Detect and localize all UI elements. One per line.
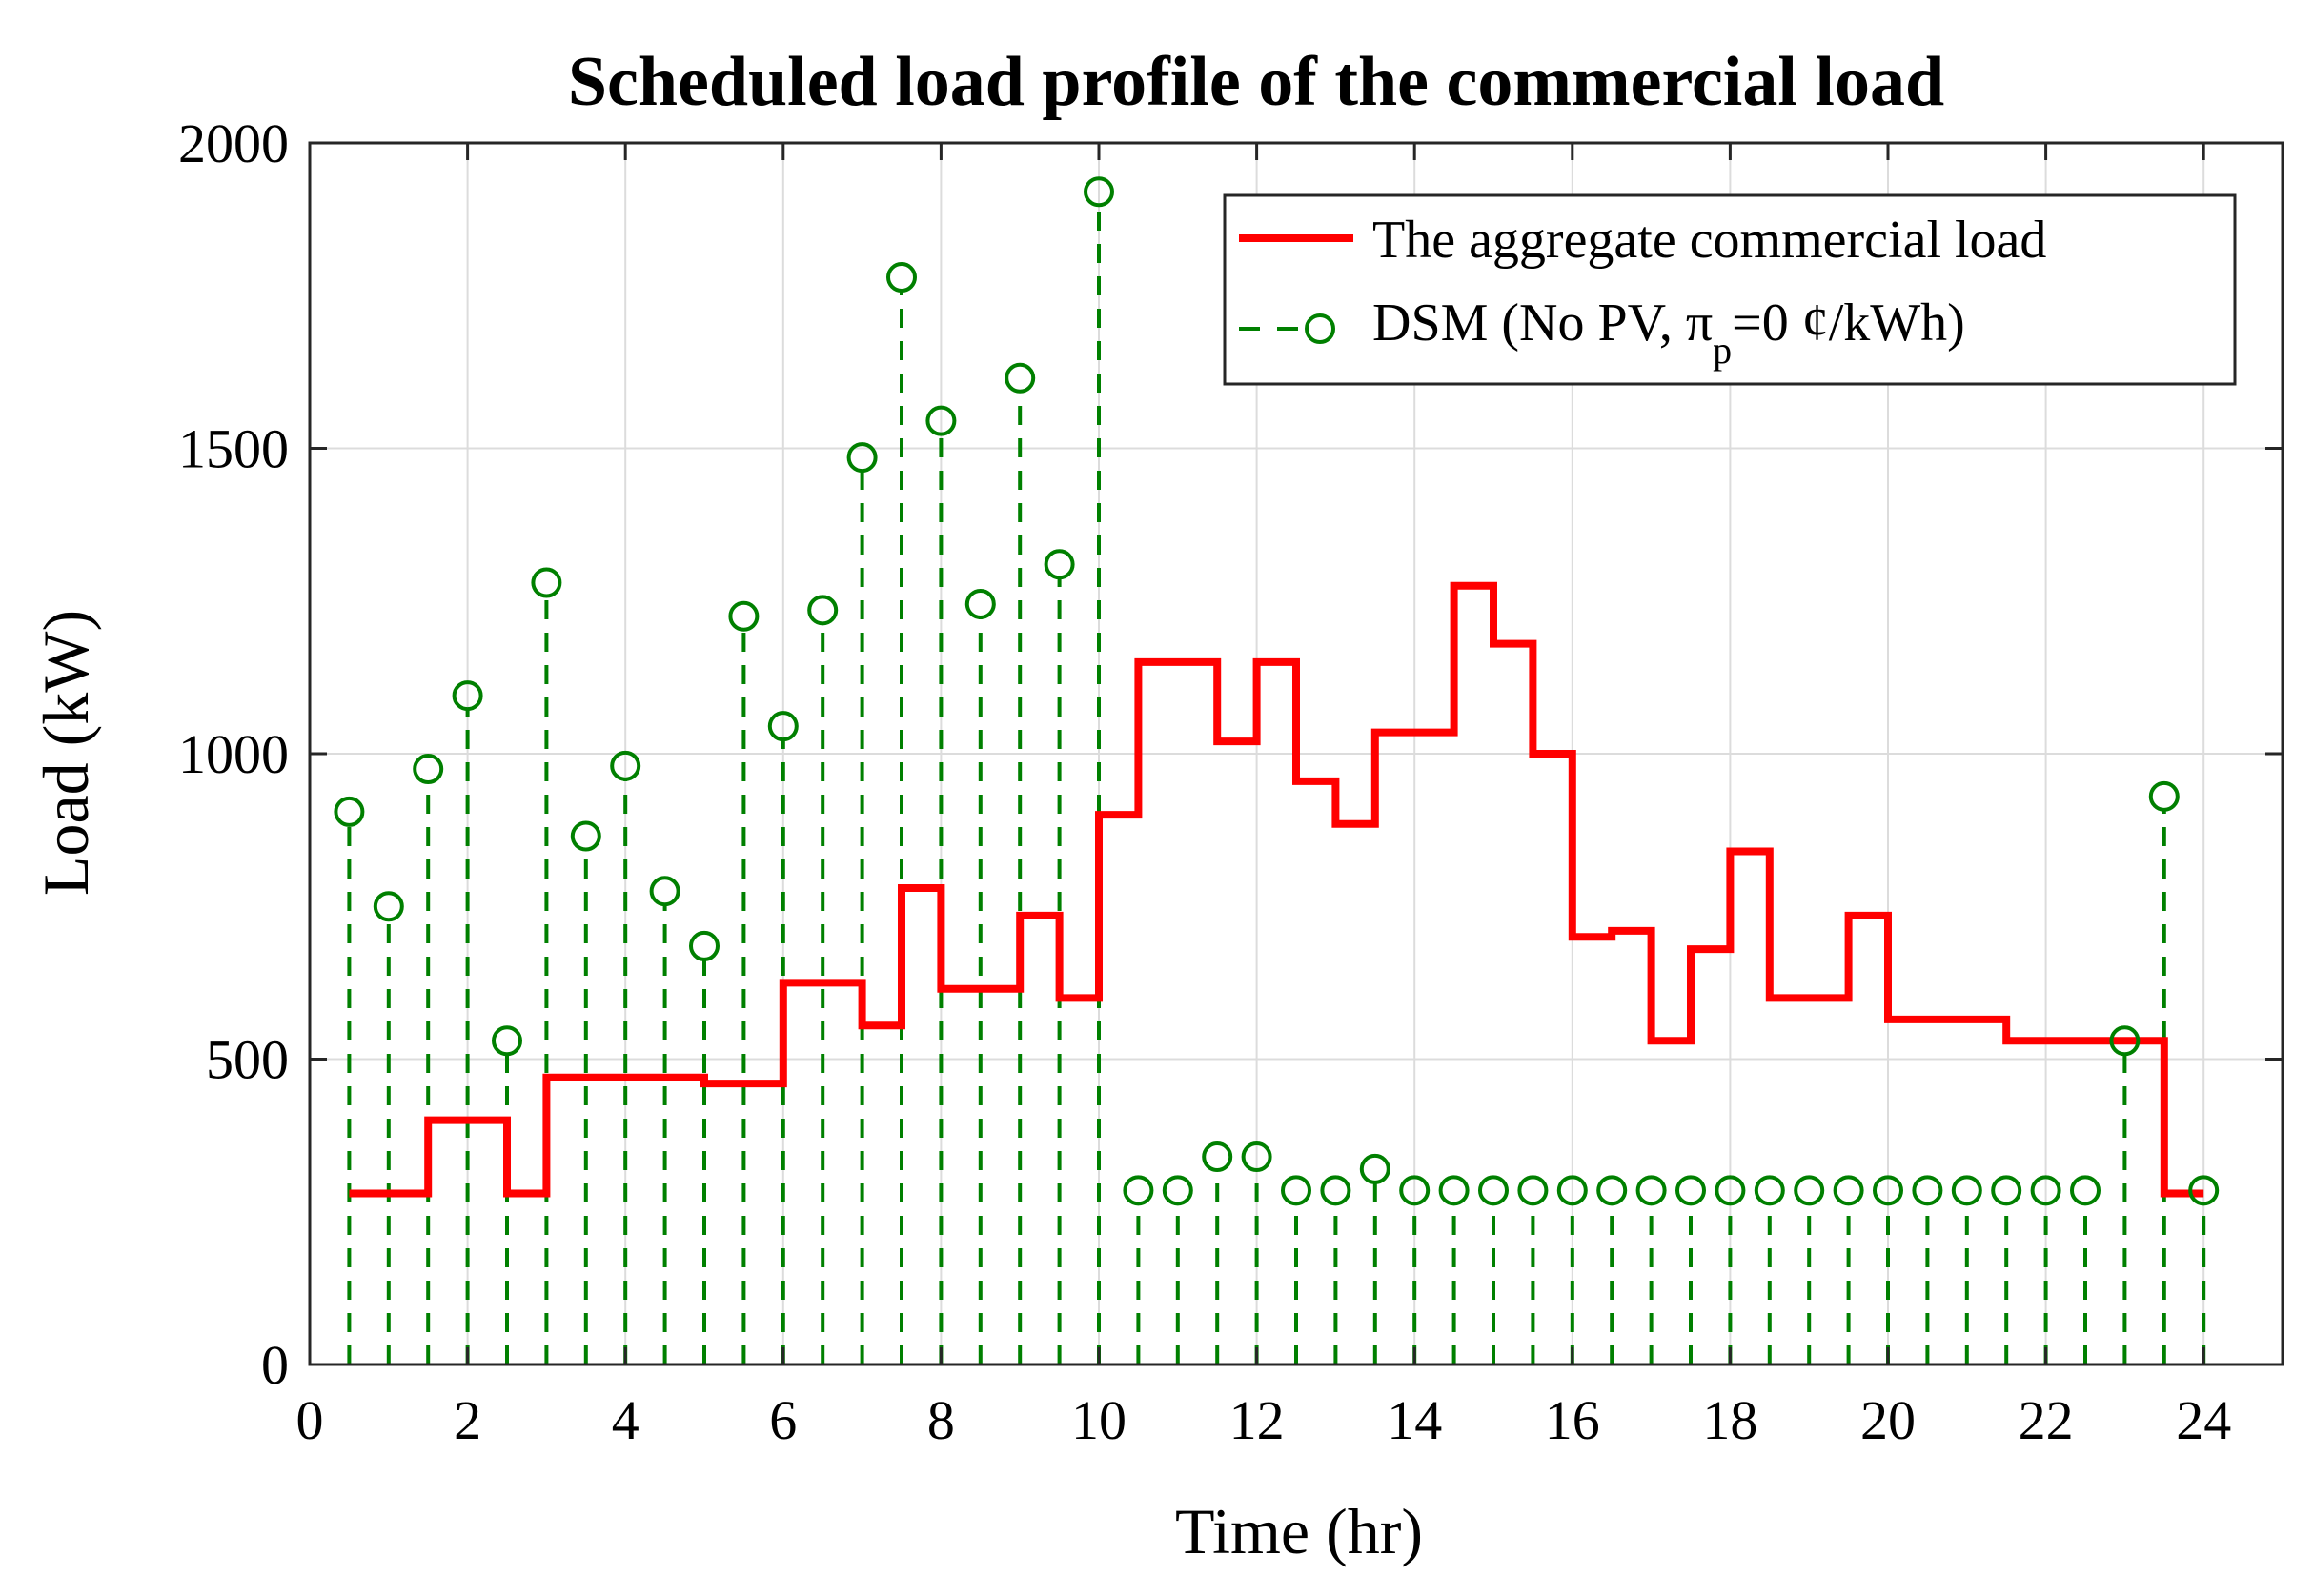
dsm-point [492, 1025, 522, 1057]
dsm-point [610, 750, 641, 781]
x-tick-label: 24 [2176, 1389, 2231, 1451]
dsm-point [1556, 1175, 1588, 1206]
dsm-point [1517, 1175, 1549, 1206]
dsm-point [1359, 1153, 1390, 1184]
legend-label-dsm-subscript: p [1713, 329, 1732, 372]
dsm-point [1873, 1175, 1903, 1206]
x-tick-label: 10 [1071, 1389, 1127, 1451]
y-axis-label: Load (kW) [30, 610, 102, 896]
legend-label-dsm-suffix: =0 ¢/kWh) [1732, 293, 1965, 353]
legend-label-dsm-main: DSM (No PV, π [1372, 293, 1713, 353]
dsm-point [1478, 1175, 1509, 1206]
legend-label-aggregate: The aggregate commercial load [1372, 211, 2046, 270]
x-tick-label: 18 [1702, 1389, 1757, 1451]
y-tick-label: 500 [206, 1029, 289, 1091]
dsm-point [1044, 549, 1075, 580]
x-tick-label: 16 [1545, 1389, 1600, 1451]
dsm-point [1833, 1175, 1864, 1206]
x-tick-label: 12 [1229, 1389, 1285, 1451]
dsm-point [413, 754, 444, 785]
x-tick-label: 20 [1860, 1389, 1916, 1451]
dsm-point [1715, 1175, 1746, 1206]
dsm-point [1596, 1175, 1628, 1206]
dsm-point [2148, 780, 2180, 812]
x-tick-label: 2 [454, 1389, 481, 1451]
dsm-point [649, 876, 680, 907]
dsm-markers [334, 176, 2220, 1206]
x-tick-label: 22 [2019, 1389, 2074, 1451]
dsm-point [1399, 1175, 1431, 1206]
dsm-point [2109, 1025, 2141, 1057]
y-tick-label: 0 [261, 1334, 289, 1396]
dsm-point [1084, 176, 1114, 208]
dsm-point [2030, 1175, 2061, 1206]
dsm-point [925, 405, 957, 436]
aggregate-load-line [349, 581, 2204, 1198]
y-tick-label: 2000 [178, 112, 289, 174]
dsm-point [1675, 1175, 1706, 1206]
dsm-point [373, 891, 404, 922]
dsm-point [1281, 1175, 1311, 1206]
dsm-point [689, 930, 720, 961]
dsm-point [1635, 1175, 1667, 1206]
x-tick-label: 14 [1387, 1389, 1442, 1451]
dsm-point [1794, 1175, 1825, 1206]
legend: The aggregate commercial load DSM (No PV… [1223, 193, 2237, 386]
dsm-point [2188, 1175, 2220, 1206]
dsm-point [570, 820, 601, 852]
x-tick-label: 4 [612, 1389, 639, 1451]
dsm-point [886, 262, 917, 293]
y-ticks: 0 500 1000 1500 2000 [178, 112, 2283, 1396]
dsm-point [1438, 1175, 1470, 1206]
dsm-point [846, 442, 878, 474]
dsm-point [452, 680, 483, 712]
legend-label-dsm: DSM (No PV, πp=0 ¢/kWh) [1372, 293, 1965, 372]
chart-title: Scheduled load profile of the commercial… [568, 43, 1944, 121]
x-tick-label: 0 [296, 1389, 324, 1451]
dsm-point [807, 595, 839, 626]
dsm-point [728, 600, 760, 632]
dsm-point [531, 567, 562, 598]
x-tick-label: 8 [927, 1389, 955, 1451]
dsm-point [1241, 1141, 1272, 1173]
dsm-point [1123, 1175, 1154, 1206]
dsm-point [1991, 1175, 2022, 1206]
dsm-point [1005, 362, 1036, 394]
y-tick-label: 1500 [178, 418, 289, 480]
dsm-point [1951, 1175, 1982, 1206]
dsm-point [1754, 1175, 1785, 1206]
dsm-point [1202, 1141, 1233, 1173]
x-tick-label: 6 [769, 1389, 797, 1451]
dsm-point [334, 796, 365, 827]
x-axis-label: Time (hr) [1175, 1495, 1423, 1567]
dsm-point [1162, 1175, 1193, 1206]
y-tick-label: 1000 [178, 723, 289, 785]
legend-marker-dsm [1305, 313, 1335, 344]
dsm-point [1912, 1175, 1943, 1206]
dsm-point [964, 588, 996, 619]
dsm-point [2070, 1175, 2101, 1206]
dsm-point [767, 711, 799, 742]
dsm-point [1320, 1175, 1351, 1206]
x-ticks: 0 2 4 6 8 10 12 14 16 18 20 22 24 [296, 143, 2231, 1451]
legend-box [1223, 193, 2237, 386]
